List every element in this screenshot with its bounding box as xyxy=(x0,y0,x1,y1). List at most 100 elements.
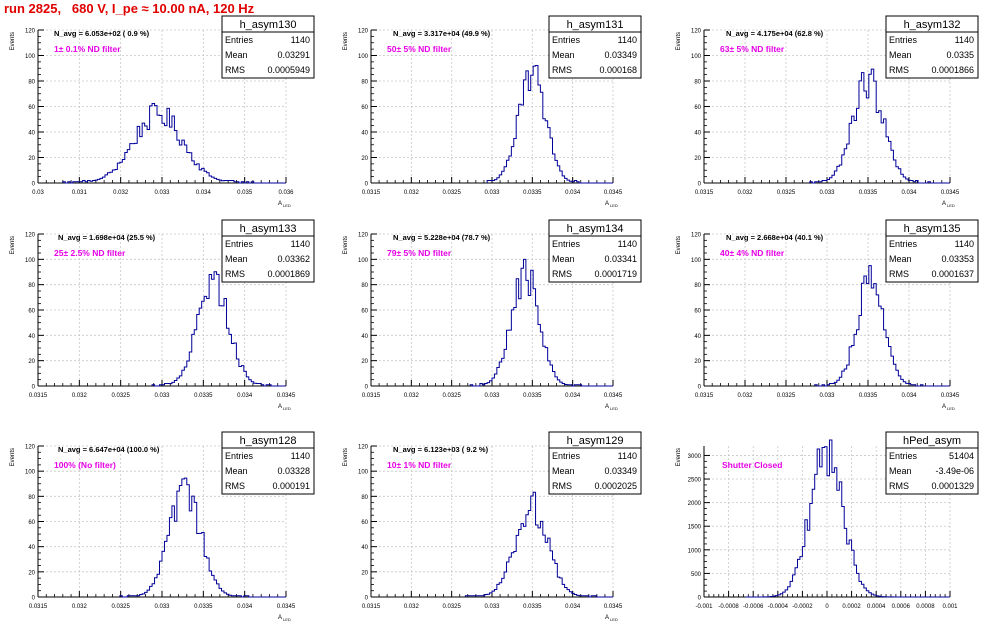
y-tick-label: 120 xyxy=(25,233,36,239)
x-tick-label: 0.0345 xyxy=(277,393,296,399)
stats-box xyxy=(548,15,642,79)
x-axis-title: ALED xyxy=(942,201,955,208)
x-tick-label: 0.034 xyxy=(565,190,581,196)
x-tick-label: 0.036 xyxy=(278,190,294,196)
y-tick-label: 80 xyxy=(28,495,35,501)
filter-annotation: 100% (No filter) xyxy=(54,460,116,470)
x-axis-title: ALED xyxy=(942,404,955,411)
y-tick-label: 20 xyxy=(28,156,35,162)
x-tick-label: 0.0325 xyxy=(111,604,130,610)
x-tick-label: 0.0345 xyxy=(277,604,296,610)
x-tick-label: 0.0315 xyxy=(695,393,714,399)
navg-label: N_avg = 6.647e+04 (100.0 %) xyxy=(58,445,160,454)
x-axis-title: ALED xyxy=(278,404,291,411)
x-tick-label: -0.0002 xyxy=(792,604,813,610)
y-tick-label: 3000 xyxy=(688,454,702,460)
stats-rms-value: 0.0005949 xyxy=(267,65,310,75)
x-tick-label: 0.033 xyxy=(484,604,500,610)
x-axis-title: ALED xyxy=(605,404,618,411)
y-tick-label: 40 xyxy=(361,334,368,340)
histogram-name: h_asym131 xyxy=(567,19,624,31)
navg-label: N_avg = 6.053e+02 ( 0.9 %) xyxy=(54,29,150,38)
x-tick-label: 0.033 xyxy=(484,393,500,399)
navg-label: N_avg = 3.317e+04 (49.9 %) xyxy=(393,29,491,38)
x-tick-label: 0.033 xyxy=(484,190,500,196)
y-tick-label: 20 xyxy=(361,156,368,162)
stats-entries-label: Entries xyxy=(889,35,918,45)
x-tick-label: 0.0315 xyxy=(362,190,381,196)
filter-annotation: 25± 2.5% ND filter xyxy=(54,248,126,258)
x-tick-label: 0.0325 xyxy=(111,393,130,399)
x-tick-label: 0.0315 xyxy=(362,604,381,610)
histogram-name: h_asym132 xyxy=(904,19,961,31)
y-axis-title: Events xyxy=(10,236,16,254)
y-axis-title: Events xyxy=(343,448,349,466)
stats-entries-label: Entries xyxy=(552,239,581,249)
stats-rms-label: RMS xyxy=(889,269,909,279)
filter-annotation: 10± 1% ND filter xyxy=(387,460,452,470)
y-tick-label: 60 xyxy=(361,105,368,111)
y-tick-label: 80 xyxy=(694,283,701,289)
stats-entries-value: 51404 xyxy=(949,451,974,461)
x-tick-label: 0.032 xyxy=(404,190,420,196)
stats-rms-label: RMS xyxy=(552,481,572,491)
x-tick-label: 0.0345 xyxy=(604,393,623,399)
histogram-curve xyxy=(151,271,286,387)
y-tick-label: 120 xyxy=(25,29,36,35)
x-tick-label: 0.034 xyxy=(237,604,253,610)
x-tick-label: -0.0004 xyxy=(768,604,789,610)
y-tick-label: 80 xyxy=(361,495,368,501)
stats-box xyxy=(221,15,315,79)
stats-entries-label: Entries xyxy=(225,451,254,461)
y-tick-label: 20 xyxy=(361,359,368,365)
x-tick-label: 0.0325 xyxy=(442,393,461,399)
y-tick-label: 40 xyxy=(361,131,368,137)
stats-rms-value: 0.0001866 xyxy=(931,65,974,75)
stats-mean-value: 0.03328 xyxy=(277,466,310,476)
y-tick-label: 2500 xyxy=(688,478,702,484)
y-tick-label: 40 xyxy=(28,545,35,551)
y-tick-label: 60 xyxy=(28,309,35,315)
histogram-panel-h_asym134: 0.0315 0.032 0.0325 0.033 0.0335 0.034 0.0345 0… xyxy=(343,219,642,411)
x-tick-label: 0.035 xyxy=(237,190,253,196)
y-tick-label: 60 xyxy=(694,309,701,315)
stats-entries-label: Entries xyxy=(889,451,918,461)
histogram-curve xyxy=(814,265,950,387)
x-tick-label: 0.0002 xyxy=(842,604,861,610)
y-tick-label: 100 xyxy=(691,54,702,60)
stats-rms-label: RMS xyxy=(552,65,572,75)
x-axis-title: ALED xyxy=(278,615,291,622)
y-tick-label: 120 xyxy=(691,29,702,35)
x-tick-label: 0.033 xyxy=(819,393,835,399)
stats-rms-label: RMS xyxy=(552,269,572,279)
histogram-panel-h_asym133: 0.0315 0.032 0.0325 0.033 0.0335 0.034 0.0345 0… xyxy=(10,219,315,411)
stats-entries-label: Entries xyxy=(225,239,254,249)
y-tick-label: 40 xyxy=(694,334,701,340)
x-tick-label: 0.034 xyxy=(901,190,917,196)
histogram-name: h_asym133 xyxy=(240,223,297,235)
y-axis-title: Events xyxy=(676,236,682,254)
x-tick-label: 0.0006 xyxy=(892,604,911,610)
y-tick-label: 120 xyxy=(358,29,369,35)
navg-label: N_avg = 5.228e+04 (78.7 %) xyxy=(393,233,491,242)
x-tick-label: 0.031 xyxy=(72,190,88,196)
histogram-name: h_asym128 xyxy=(240,435,297,447)
stats-entries-label: Entries xyxy=(225,35,254,45)
stats-entries-value: 1140 xyxy=(955,35,974,45)
stats-mean-label: Mean xyxy=(225,466,248,476)
stats-rms-label: RMS xyxy=(889,65,909,75)
stats-mean-value: 0.03341 xyxy=(604,254,637,264)
y-tick-label: 2000 xyxy=(688,501,702,507)
histogram-curve xyxy=(464,491,613,598)
x-tick-label: 0.033 xyxy=(154,190,170,196)
stats-mean-label: Mean xyxy=(889,50,912,60)
x-tick-label: 0.0345 xyxy=(604,604,623,610)
stats-rms-value: 0.000191 xyxy=(272,481,310,491)
x-tick-label: 0.001 xyxy=(942,604,958,610)
y-tick-label: 100 xyxy=(25,470,36,476)
run-title: run 2825, 680 V, I_pe ≈ 10.00 nA, 120 Hz xyxy=(4,1,255,16)
histogram-name: hPed_asym xyxy=(903,435,961,447)
y-tick-label: 80 xyxy=(694,80,701,86)
x-tick-label: 0.0335 xyxy=(194,604,213,610)
stats-rms-value: 0.0002025 xyxy=(594,481,637,491)
